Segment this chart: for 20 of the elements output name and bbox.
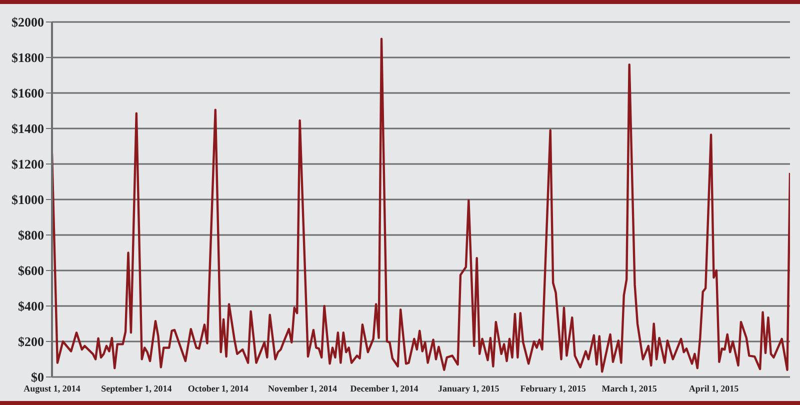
y-tick-label: $1400 [12, 121, 44, 136]
y-tick-label: $0 [31, 370, 44, 385]
x-tick-label: November 1, 2014 [268, 383, 338, 394]
x-tick-label: February 1, 2015 [520, 383, 586, 394]
y-tick-label: $200 [18, 334, 44, 350]
x-tick-label: January 1, 2015 [438, 383, 500, 394]
x-tick-label: April 1, 2015 [688, 383, 740, 394]
y-tick-label: $800 [18, 228, 44, 243]
y-tick-label: $600 [18, 263, 44, 278]
x-tick-label: October 1, 2014 [188, 383, 249, 394]
y-tick-label: $2000 [12, 14, 44, 30]
x-tick-label: March 1, 2015 [602, 383, 658, 394]
y-tick-label: $1800 [12, 50, 44, 66]
x-tick-label: September 1, 2014 [101, 383, 172, 394]
y-tick-label: $1600 [12, 86, 44, 101]
y-tick-label: $1200 [12, 156, 44, 172]
x-tick-label: August 1, 2014 [24, 383, 81, 394]
x-tick-label: December 1, 2014 [350, 383, 419, 394]
y-tick-label: $1000 [12, 192, 44, 208]
y-tick-label: $400 [18, 298, 44, 314]
